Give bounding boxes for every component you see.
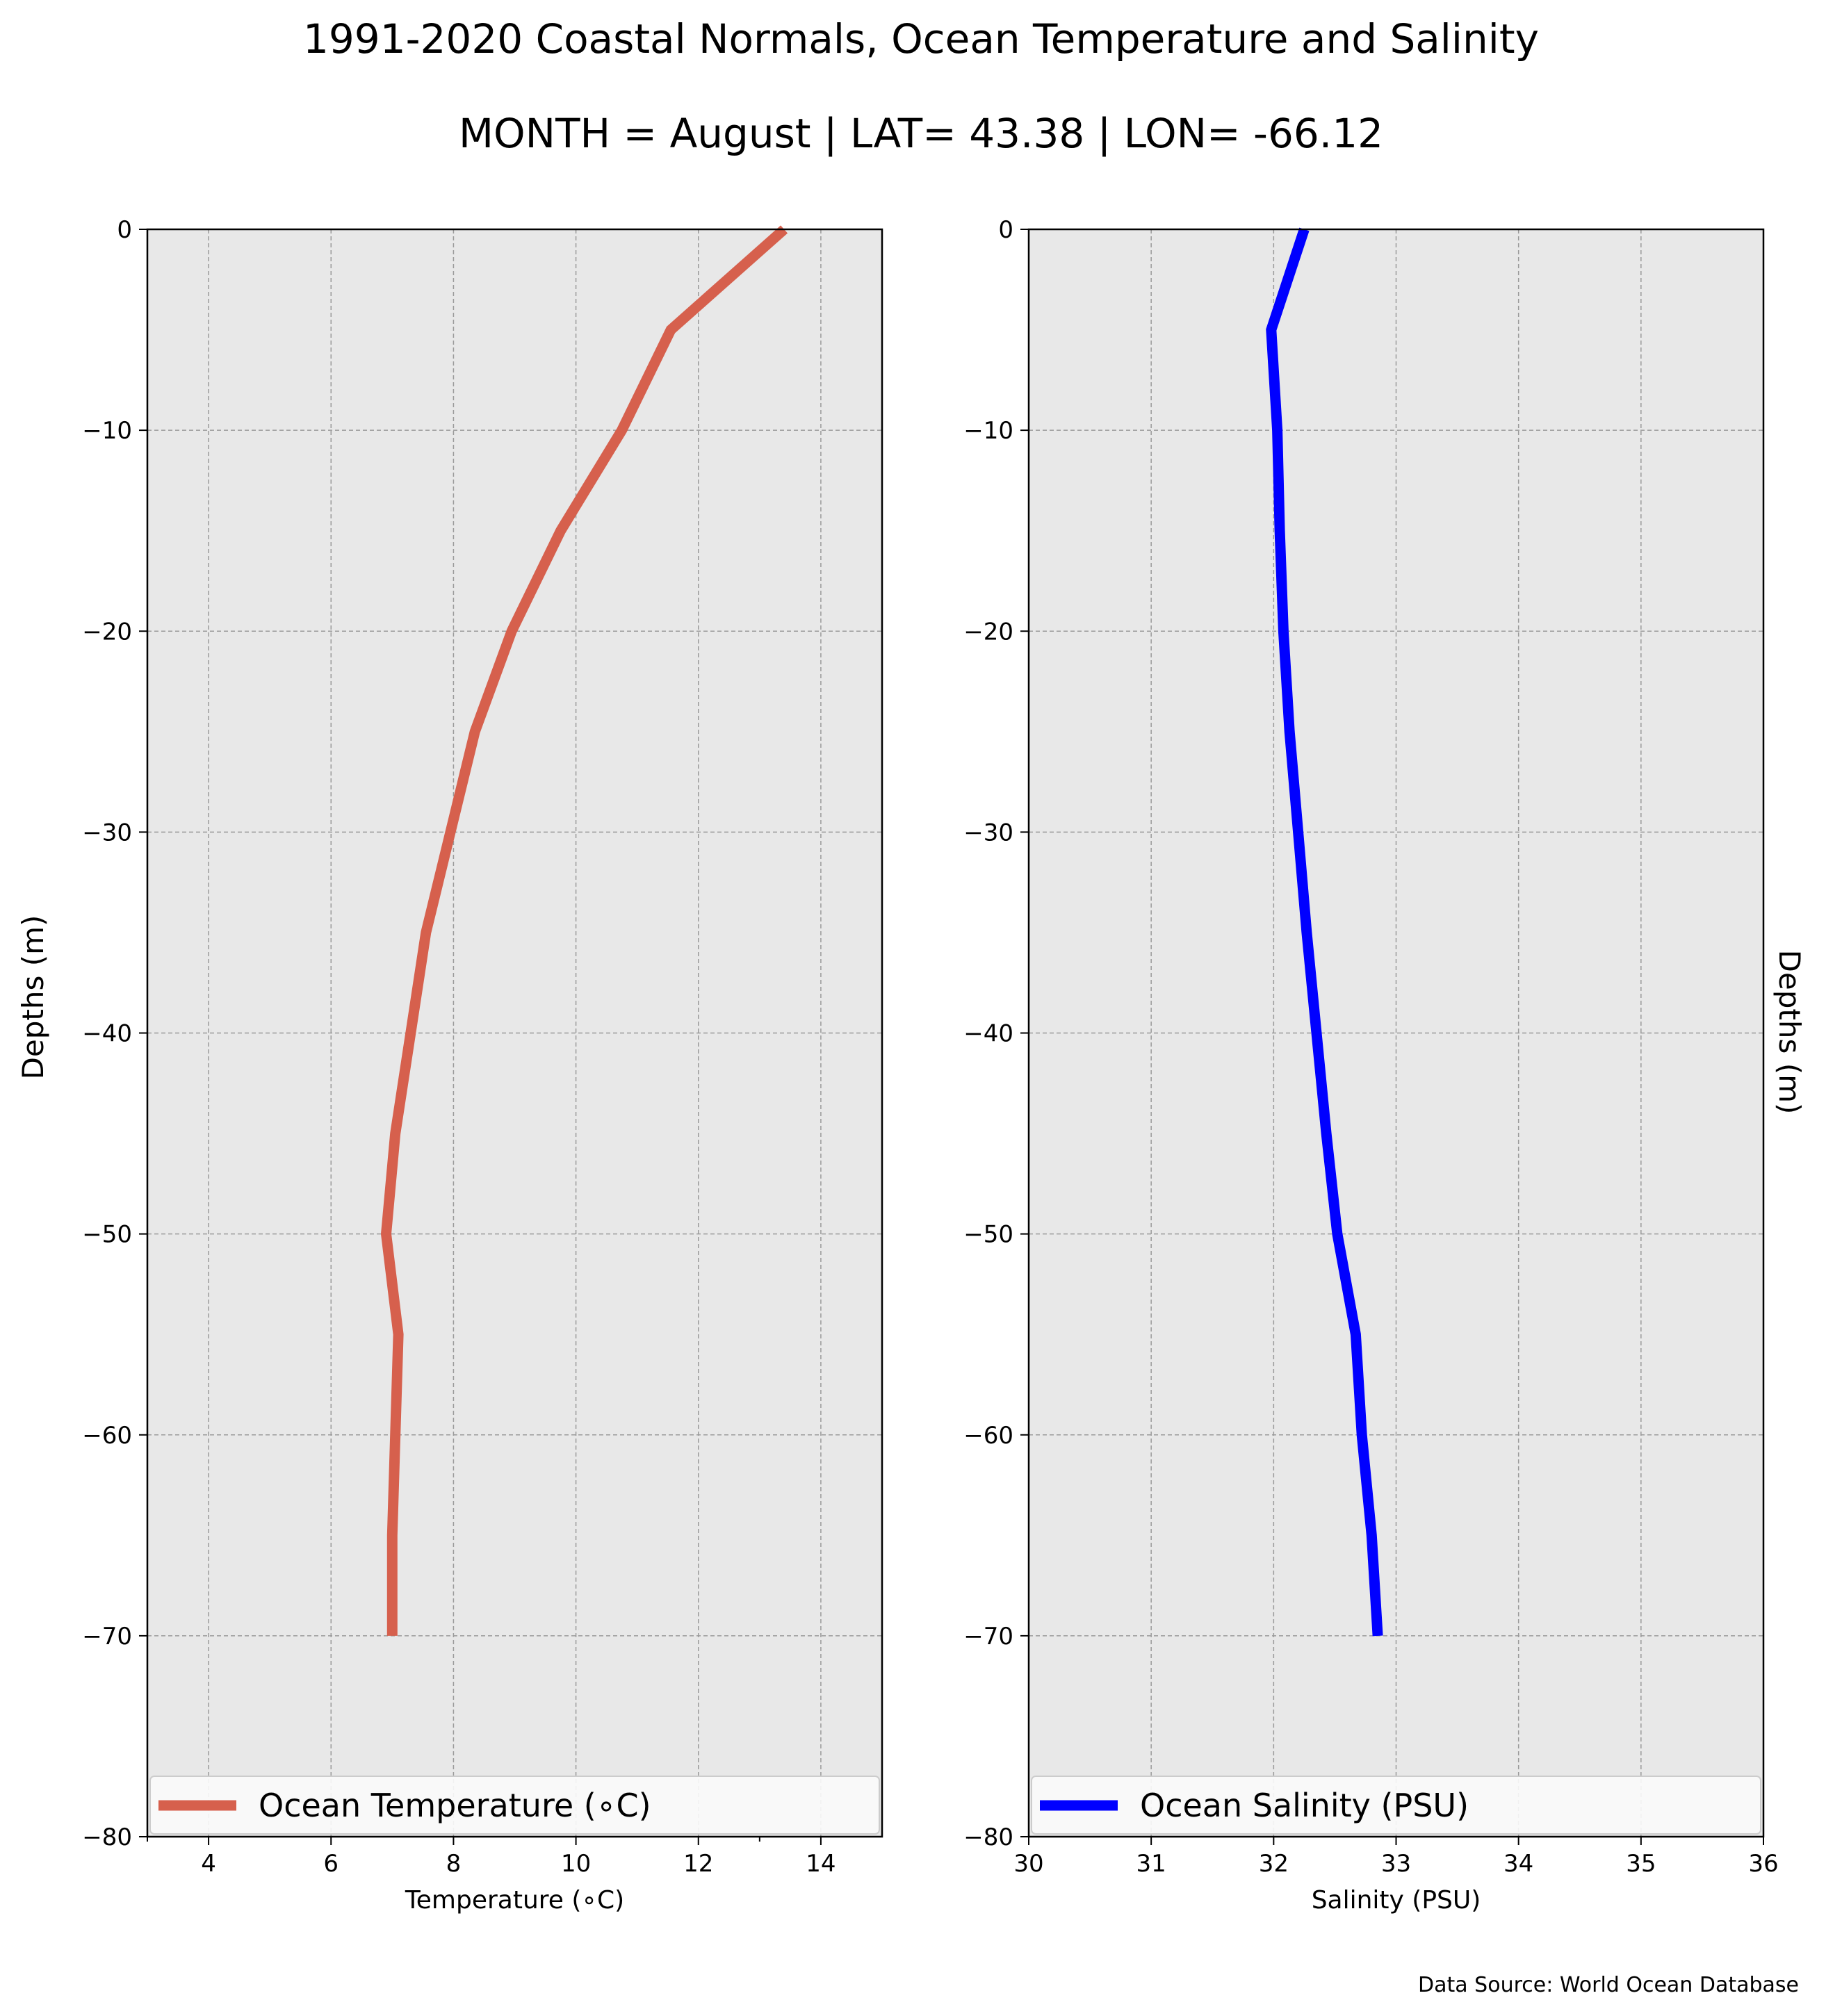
salinity-ytick-label: −40 bbox=[963, 1020, 1013, 1048]
chart-title: 1991-2020 Coastal Normals, Ocean Tempera… bbox=[303, 15, 1539, 63]
salinity-ytick-label: −80 bbox=[963, 1824, 1013, 1851]
salinity-ytick-label: −70 bbox=[963, 1623, 1013, 1650]
salinity-xlabel: Salinity (PSU) bbox=[1312, 1886, 1481, 1915]
temperature-ytick-label: −60 bbox=[82, 1422, 132, 1450]
salinity-ytick-label: −20 bbox=[963, 618, 1013, 646]
temperature-legend-box bbox=[149, 1776, 880, 1835]
temperature-ytick-label: −80 bbox=[82, 1824, 132, 1851]
temperature-xtick-label: 6 bbox=[323, 1850, 339, 1878]
temperature-xtick-label: 12 bbox=[683, 1850, 713, 1878]
temperature-series-line bbox=[380, 225, 788, 1636]
salinity-xtick-label: 34 bbox=[1503, 1850, 1533, 1878]
salinity-legend: Ocean Salinity (PSU) bbox=[1031, 1776, 1761, 1835]
temperature-ytick-label: −40 bbox=[82, 1020, 132, 1048]
temperature-xtick-label: 8 bbox=[446, 1850, 462, 1878]
temperature-xtick-label: 14 bbox=[806, 1850, 836, 1878]
data-source-note: Data Source: World Ocean Database bbox=[1418, 1973, 1799, 1997]
temperature-xlabel: Temperature (∘C) bbox=[405, 1886, 624, 1915]
temperature-ylabel: Depths (m) bbox=[16, 915, 50, 1080]
temperature-ytick-label: −30 bbox=[82, 819, 132, 846]
temperature-axes-frame bbox=[146, 228, 883, 1838]
chart-subtitle: MONTH = August | LAT= 43.38 | LON= -66.1… bbox=[459, 110, 1383, 157]
salinity-axes-frame bbox=[1027, 228, 1765, 1838]
salinity-xtick-label: 32 bbox=[1259, 1850, 1289, 1878]
salinity-xtick-label: 35 bbox=[1626, 1850, 1656, 1878]
temperature-legend-label: Ocean Temperature (∘C) bbox=[259, 1787, 651, 1824]
salinity-legend-label: Ocean Salinity (PSU) bbox=[1140, 1787, 1469, 1824]
salinity-series-line bbox=[1266, 227, 1383, 1637]
salinity-xtick-label: 31 bbox=[1136, 1850, 1166, 1878]
temperature-ytick-label: −50 bbox=[82, 1221, 132, 1249]
salinity-xtick-label: 30 bbox=[1013, 1850, 1043, 1878]
salinity-ytick-label: −30 bbox=[963, 819, 1013, 846]
temperature-ytick-label: −70 bbox=[82, 1623, 132, 1650]
salinity-ytick-label: −50 bbox=[963, 1221, 1013, 1249]
salinity-ytick-label: 0 bbox=[998, 216, 1013, 244]
salinity-ytick-label: −10 bbox=[963, 417, 1013, 445]
salinity-xtick-label: 33 bbox=[1381, 1850, 1411, 1878]
temperature-xtick-label: 4 bbox=[201, 1850, 216, 1878]
salinity-xtick-label: 36 bbox=[1748, 1850, 1778, 1878]
salinity-legend-box bbox=[1031, 1776, 1761, 1835]
salinity-panel: 30 31 32 33 34 35 36 0 −10 −20 −30 −40 −50 −60 −70 −80 S… bbox=[963, 216, 1778, 1915]
temperature-ytick-label: −20 bbox=[82, 618, 132, 646]
salinity-ylabel: Depths (m) bbox=[1772, 950, 1807, 1115]
salinity-plot-area bbox=[1029, 229, 1763, 1837]
salinity-ytick-label: −60 bbox=[963, 1422, 1013, 1450]
temperature-panel: 4 6 8 10 12 14 0 −10 −20 −30 −40 −50 −60 −70 −80 Temper… bbox=[82, 216, 883, 1915]
temperature-xtick-label: 10 bbox=[561, 1850, 591, 1878]
temperature-plot-area bbox=[147, 229, 882, 1837]
temperature-legend: Ocean Temperature (∘C) bbox=[149, 1776, 880, 1835]
temperature-ytick-label: −10 bbox=[82, 417, 132, 445]
temperature-ytick-label: 0 bbox=[117, 216, 132, 244]
